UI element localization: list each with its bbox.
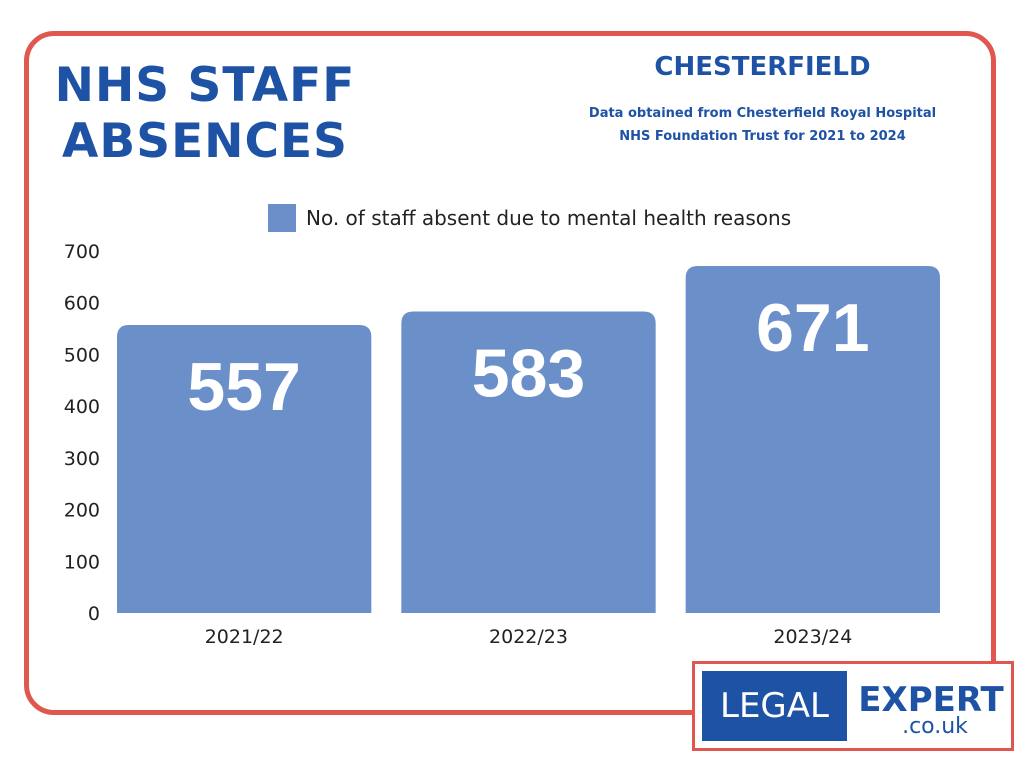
y-tick-label: 0 [88, 603, 100, 625]
bar-value-label: 583 [472, 336, 585, 412]
x-category-label: 2021/22 [205, 626, 284, 648]
title-line-1: NHS STAFF [54, 58, 356, 113]
chart-legend: No. of staff absent due to mental health… [268, 203, 791, 233]
y-tick-label: 500 [64, 344, 100, 366]
y-tick-label: 400 [64, 396, 100, 418]
bar-2023-24 [685, 265, 940, 613]
bar-value-label: 557 [187, 349, 300, 425]
y-tick-label: 100 [64, 551, 100, 573]
x-category-label: 2022/23 [489, 626, 568, 648]
x-category-label: 2023/24 [773, 626, 852, 648]
page-title: NHS STAFF ABSENCES [40, 58, 370, 170]
data-source-note: Data obtained from Chesterfield Royal Ho… [560, 102, 965, 148]
y-tick-label: 700 [64, 241, 100, 263]
legend-swatch [268, 204, 296, 232]
y-tick-label: 600 [64, 293, 100, 315]
bar-value-label: 671 [756, 290, 869, 366]
location-heading: CHESTERFIELD [654, 52, 871, 82]
y-tick-label: 200 [64, 500, 100, 522]
logo-expert-text: EXPERT [858, 680, 1004, 720]
title-line-2: ABSENCES [62, 114, 348, 169]
y-tick-label: 300 [64, 448, 100, 470]
source-line-2: NHS Foundation Trust for 2021 to 2024 [619, 129, 906, 144]
logo-domain-text: .co.uk [902, 714, 968, 739]
logo-legal-text: LEGAL [702, 671, 847, 741]
source-line-1: Data obtained from Chesterfield Royal Ho… [588, 106, 937, 121]
bar-2021-22 [117, 324, 372, 613]
bar-2022-23 [401, 311, 656, 613]
legend-label: No. of staff absent due to mental health… [306, 206, 792, 230]
legal-expert-logo: LEGAL EXPERT .co.uk [692, 661, 1014, 751]
